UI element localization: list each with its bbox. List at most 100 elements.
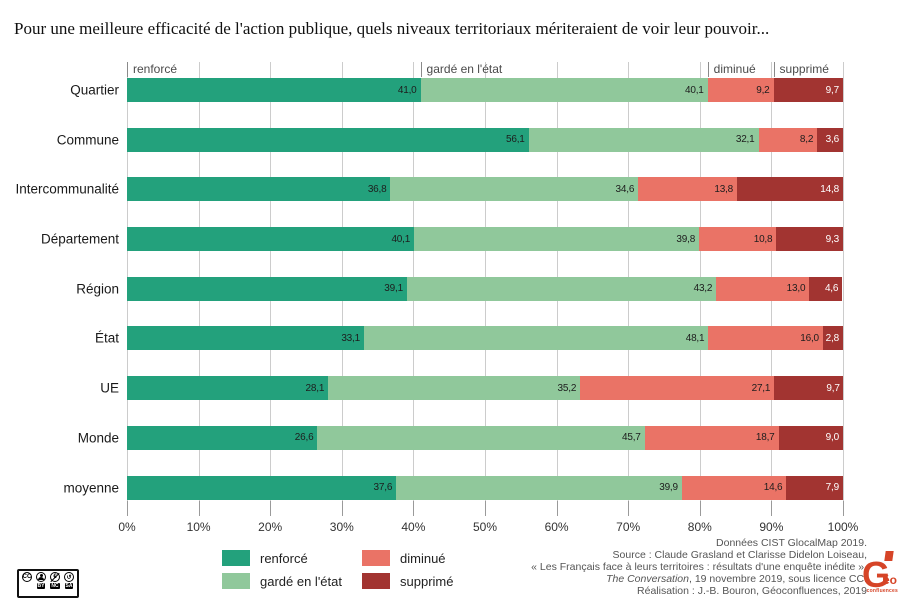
category-label: Monde xyxy=(77,430,119,446)
by-chip: BY xyxy=(36,583,46,589)
chart-row: Département 40,1 39,8 10,8 9,3 xyxy=(41,227,843,252)
logo-letter-g: G xyxy=(862,554,891,595)
segment-value-label: 13,8 xyxy=(714,183,734,195)
segment-value-label: 39,9 xyxy=(659,482,678,493)
x-axis-tick xyxy=(270,501,272,516)
nc-icon: € NC xyxy=(49,572,61,589)
x-axis-tick-label: 40% xyxy=(401,520,426,534)
x-axis-tick xyxy=(485,501,486,516)
segment-value-label: 41,0 xyxy=(397,84,417,96)
x-axis-tick-label: 20% xyxy=(258,520,283,534)
segment-value-label: 4,6 xyxy=(824,283,839,295)
legend-item-renforce: renforcé xyxy=(222,550,362,566)
logo-eo-text: éo xyxy=(882,573,897,587)
bar-segment-diminue: 18,7 xyxy=(644,425,779,450)
bar-segment-diminue: 8,2 xyxy=(758,127,818,152)
chart-row: Commune 56,1 32,1 8,2 3,6 xyxy=(57,127,843,152)
sa-icon: ↺ SA xyxy=(63,572,75,589)
bar-segment-garde: 32,1 xyxy=(528,127,759,152)
chart-row: Quartier 41,0 40,1 9,2 9,7 xyxy=(70,78,843,102)
bar-segment-garde: 43,2 xyxy=(406,276,717,301)
segment-value-label: 14,6 xyxy=(763,482,783,493)
bar-segment-diminue: 13,8 xyxy=(638,177,738,202)
segment-value-label: 9,7 xyxy=(825,84,840,96)
bar-segment-renforce: 40,1 xyxy=(127,227,415,252)
bar-segment-renforce: 28,1 xyxy=(127,376,329,401)
chart-row: moyenne 37,6 39,9 14,6 7,9 xyxy=(63,475,843,500)
legend-label: renforcé xyxy=(260,550,308,566)
x-axis-tick-label: 10% xyxy=(186,520,211,534)
source-line: Source : Claude Grasland et Clarisse Did… xyxy=(612,549,867,562)
stacked-bar: 33,1 48,1 16,0 2,8 xyxy=(127,326,843,351)
segment-value-label: 43,2 xyxy=(693,283,713,295)
segment-value-label: 27,1 xyxy=(751,382,771,394)
chart-title: Pour une meilleure efficacité de l'actio… xyxy=(14,19,770,38)
segment-value-label: 45,7 xyxy=(621,432,641,444)
bar-segment-renforce: 41,0 xyxy=(127,78,421,102)
segment-value-label: 36,8 xyxy=(367,183,387,195)
bar-segment-renforce: 33,1 xyxy=(127,326,364,351)
segment-value-label: 34,6 xyxy=(615,183,635,195)
segment-value-label: 40,1 xyxy=(684,84,704,96)
stacked-bar: 39,1 43,2 13,0 4,6 xyxy=(127,276,843,301)
bar-segment-diminue: 16,0 xyxy=(708,326,823,351)
bar-segment-diminue: 9,2 xyxy=(707,78,774,102)
bar-segment-supprime: 4,6 xyxy=(809,276,843,301)
segment-value-label: 9,3 xyxy=(825,233,840,245)
cc-license-badge: CC BY € NC ↺ SA xyxy=(17,569,79,598)
x-axis-tick xyxy=(198,501,200,516)
segment-value-label: 40,1 xyxy=(391,233,411,245)
bar-segment-diminue: 14,6 xyxy=(681,475,787,500)
category-label: UE xyxy=(100,380,119,396)
segment-value-label: 10,8 xyxy=(753,233,773,245)
chart-row: Intercommunalité 36,8 34,6 13,8 14,8 xyxy=(15,177,843,202)
nc-chip: NC xyxy=(50,583,60,589)
category-label: Intercommunalité xyxy=(15,181,119,197)
chart-row: État 33,1 48,1 16,0 2,8 xyxy=(95,326,843,351)
column-header-garde: gardé en l'état xyxy=(420,62,502,77)
segment-value-label: 32,1 xyxy=(735,134,755,146)
bar-segment-supprime: 2,8 xyxy=(822,326,843,351)
legend-item-diminue: diminué xyxy=(362,550,453,566)
x-axis-tick-label: 90% xyxy=(759,520,784,534)
segment-value-label: 28,1 xyxy=(305,382,325,394)
stacked-bar: 36,8 34,6 13,8 14,8 xyxy=(127,177,843,202)
category-label: Quartier xyxy=(70,82,119,98)
legend-swatch-renforce xyxy=(222,550,250,566)
segment-value-label: 37,6 xyxy=(373,482,393,493)
column-header-diminue: diminué xyxy=(707,62,756,77)
geoconfluences-logo: G éo confluences xyxy=(862,551,898,598)
legend-label: supprimé xyxy=(400,573,454,589)
source-line: Réalisation : J.-B. Bouron, Géoconfluenc… xyxy=(637,585,867,598)
bar-segment-renforce: 56,1 xyxy=(127,127,529,152)
legend-swatch-supprime xyxy=(362,573,390,589)
cc-icon: CC xyxy=(21,572,33,582)
segment-value-label: 13,0 xyxy=(786,283,806,295)
bar-segment-diminue: 27,1 xyxy=(580,376,775,401)
bar-segment-supprime: 9,3 xyxy=(776,227,843,252)
x-axis-tick xyxy=(556,501,558,516)
stacked-bar: 26,6 45,7 18,7 9,0 xyxy=(127,425,843,450)
legend-label: diminué xyxy=(400,550,446,566)
chart-row: Région 39,1 43,2 13,0 4,6 xyxy=(76,276,843,301)
x-axis-tick xyxy=(341,501,343,516)
gridline xyxy=(843,62,844,516)
segment-value-label: 18,7 xyxy=(755,432,775,444)
segment-value-label: 56,1 xyxy=(506,134,525,146)
bar-segment-diminue: 10,8 xyxy=(699,227,777,252)
x-axis-tick-label: 50% xyxy=(472,520,498,534)
segment-value-label: 39,8 xyxy=(676,233,696,245)
segment-value-label: 7,9 xyxy=(825,482,840,493)
bar-segment-supprime: 7,9 xyxy=(786,475,843,500)
segment-value-label: 33,1 xyxy=(341,332,360,344)
bar-segment-garde: 45,7 xyxy=(317,425,645,450)
bar-rows: Quartier 41,0 40,1 9,2 9,7 Commune 56,1 32,1 8,2… xyxy=(15,78,843,500)
segment-value-label: 3,6 xyxy=(825,134,840,146)
bar-segment-garde: 34,6 xyxy=(390,177,639,202)
x-axis-tick xyxy=(127,501,128,516)
legend-swatch-garde xyxy=(222,573,250,589)
bar-segment-supprime: 9,7 xyxy=(773,78,843,102)
segment-value-label: 26,6 xyxy=(294,432,314,444)
column-headers: renforcé gardé en l'état diminué supprimé xyxy=(127,62,843,78)
x-axis-tick-label: 80% xyxy=(687,520,712,534)
